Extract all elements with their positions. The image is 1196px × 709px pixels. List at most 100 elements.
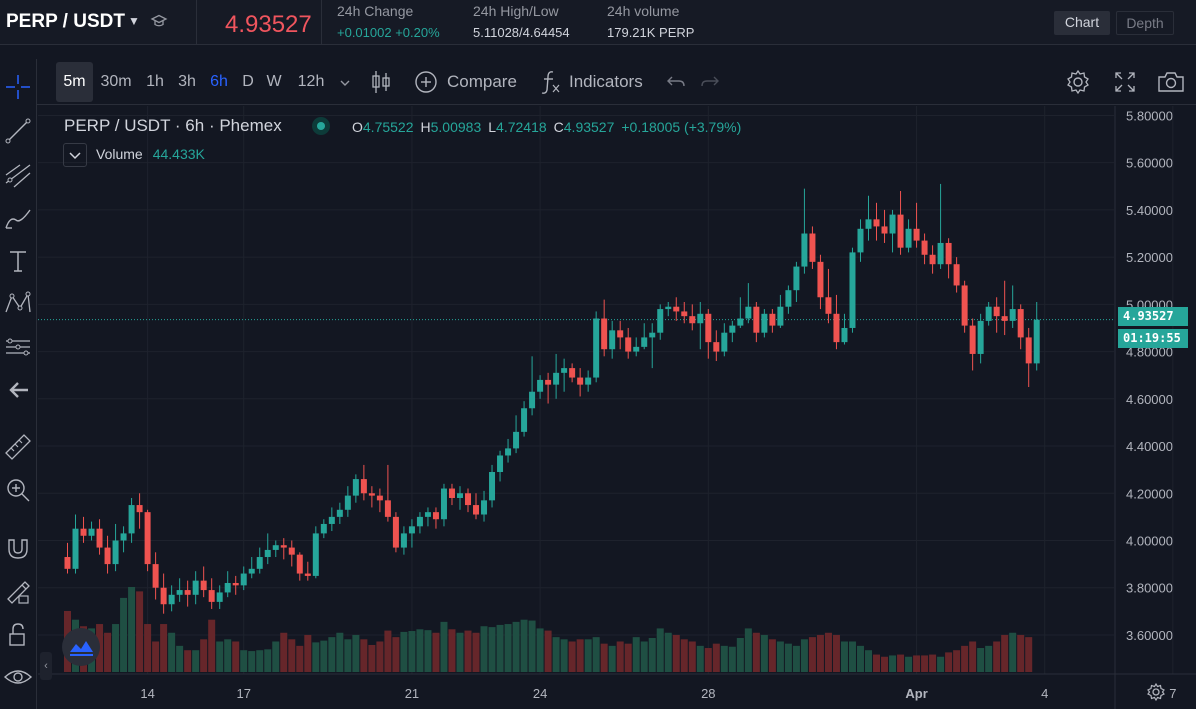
crosshair-icon[interactable] xyxy=(2,71,34,103)
tradingview-logo[interactable] xyxy=(62,628,100,666)
candle-body xyxy=(1001,316,1008,321)
unlock-icon[interactable] xyxy=(2,619,34,651)
change-label: 24h Change xyxy=(337,3,414,19)
candle-body xyxy=(945,242,952,265)
volume-label: 24h volume xyxy=(607,3,680,19)
arrow-left-icon[interactable] xyxy=(2,374,34,406)
axis-settings-icon[interactable] xyxy=(1146,682,1166,702)
volume-bar xyxy=(1025,637,1033,672)
timeframe-30m[interactable]: 30m xyxy=(100,73,132,90)
candles-icon[interactable] xyxy=(370,69,392,95)
ruler-icon[interactable] xyxy=(2,431,34,463)
candle-body xyxy=(921,240,928,255)
volume-bar xyxy=(1009,632,1017,672)
timeframe-w[interactable]: W xyxy=(266,73,282,90)
volume-bar xyxy=(128,587,136,672)
chart-pane[interactable]: 5.80000 5.60000 5.40000 5.20000 5.00000 4.800… xyxy=(38,106,1196,709)
open-value: 4.75522 xyxy=(362,119,414,135)
volume-bar xyxy=(416,629,424,672)
candle-body xyxy=(969,325,976,354)
prediction-icon[interactable] xyxy=(2,331,34,363)
candle-body xyxy=(192,580,199,595)
graduation-cap-icon[interactable] xyxy=(150,12,168,30)
price-tick-label: 4.20000 xyxy=(1126,486,1173,501)
price-tick-label: 5.60000 xyxy=(1126,156,1173,171)
brush-icon[interactable] xyxy=(2,202,34,234)
candle-body xyxy=(112,540,119,565)
candle-body xyxy=(232,582,239,586)
fib-retracement-icon[interactable] xyxy=(2,159,34,191)
timeframe-6h[interactable]: 6h xyxy=(210,73,228,90)
candle-body xyxy=(665,306,672,310)
candle-body xyxy=(929,254,936,265)
candle-body xyxy=(392,516,399,548)
volume-bar xyxy=(656,628,664,672)
camera-icon[interactable] xyxy=(1157,70,1185,94)
candle-body xyxy=(200,580,207,591)
volume-bar xyxy=(472,632,480,672)
volume-bar xyxy=(552,637,560,672)
volume-bar xyxy=(688,641,696,672)
pattern-icon[interactable] xyxy=(2,288,34,320)
timeframe-3h[interactable]: 3h xyxy=(178,73,196,90)
change-value: +0.18005 (+3.79%) xyxy=(621,119,742,135)
timeframe-5m[interactable]: 5m xyxy=(56,62,93,102)
eye-icon[interactable] xyxy=(2,661,34,693)
indicators-button[interactable]: Indicators xyxy=(569,72,643,91)
volume-bar xyxy=(232,641,240,672)
candle-body xyxy=(256,557,263,569)
candle-body xyxy=(617,330,624,338)
volume-bar xyxy=(760,634,768,672)
volume-bar xyxy=(728,646,736,672)
volume-bar xyxy=(993,641,1001,672)
magnet-icon[interactable] xyxy=(2,532,34,564)
volume-bar xyxy=(216,641,224,672)
fullscreen-icon[interactable] xyxy=(1113,70,1137,94)
function-icon[interactable] xyxy=(538,68,562,96)
timeframe-d[interactable]: D xyxy=(242,73,254,90)
candle-body xyxy=(416,516,423,527)
settings-gear-icon[interactable] xyxy=(1065,69,1091,95)
pair-selector[interactable]: PERP / USDT xyxy=(6,11,125,32)
volume-bar xyxy=(144,624,152,672)
depth-tab-button[interactable]: Depth xyxy=(1116,11,1174,35)
lock-drawing-icon[interactable] xyxy=(2,575,34,607)
price-chart[interactable]: 5.800005.600005.400005.200005.000004.800… xyxy=(38,106,1196,709)
volume-bar xyxy=(808,637,816,672)
undo-icon[interactable] xyxy=(666,73,686,91)
candle-body xyxy=(168,594,175,605)
market-status-icon[interactable] xyxy=(312,117,330,135)
caret-down-icon[interactable]: ▼ xyxy=(128,14,140,28)
time-tick-label: 28 xyxy=(701,686,715,701)
close-value: 4.93527 xyxy=(563,119,615,135)
volume-bar xyxy=(344,639,352,672)
candle-body xyxy=(1033,319,1040,364)
volume-bar xyxy=(945,652,953,672)
candle-body xyxy=(721,332,728,352)
chevron-down-icon[interactable] xyxy=(338,76,352,90)
candle-body xyxy=(793,266,800,291)
volume-bar xyxy=(937,656,945,672)
timeframe-1h[interactable]: 1h xyxy=(146,73,164,90)
candle-body xyxy=(569,368,576,378)
text-tool-icon[interactable] xyxy=(2,245,34,277)
collapse-toolbar-button[interactable]: ‹ xyxy=(40,652,52,680)
trend-line-icon[interactable] xyxy=(2,115,34,147)
compare-button[interactable]: Compare xyxy=(447,72,517,91)
candle-body xyxy=(801,233,808,267)
volume-collapse-button[interactable] xyxy=(63,143,87,167)
candle-body xyxy=(817,261,824,298)
add-circle-icon[interactable] xyxy=(414,70,438,94)
time-tick-label: 21 xyxy=(405,686,419,701)
volume-bar xyxy=(744,628,752,672)
volume-bar xyxy=(977,648,985,672)
zoom-in-icon[interactable] xyxy=(2,474,34,506)
redo-icon[interactable] xyxy=(700,73,720,91)
candle-body xyxy=(344,495,351,510)
chart-tab-button[interactable]: Chart xyxy=(1054,11,1110,35)
candle-body xyxy=(609,330,616,350)
time-tick-label: 17 xyxy=(236,686,250,701)
volume-bar xyxy=(104,632,112,672)
volume-bar xyxy=(985,645,993,672)
timeframe-12h[interactable]: 12h xyxy=(297,73,325,90)
